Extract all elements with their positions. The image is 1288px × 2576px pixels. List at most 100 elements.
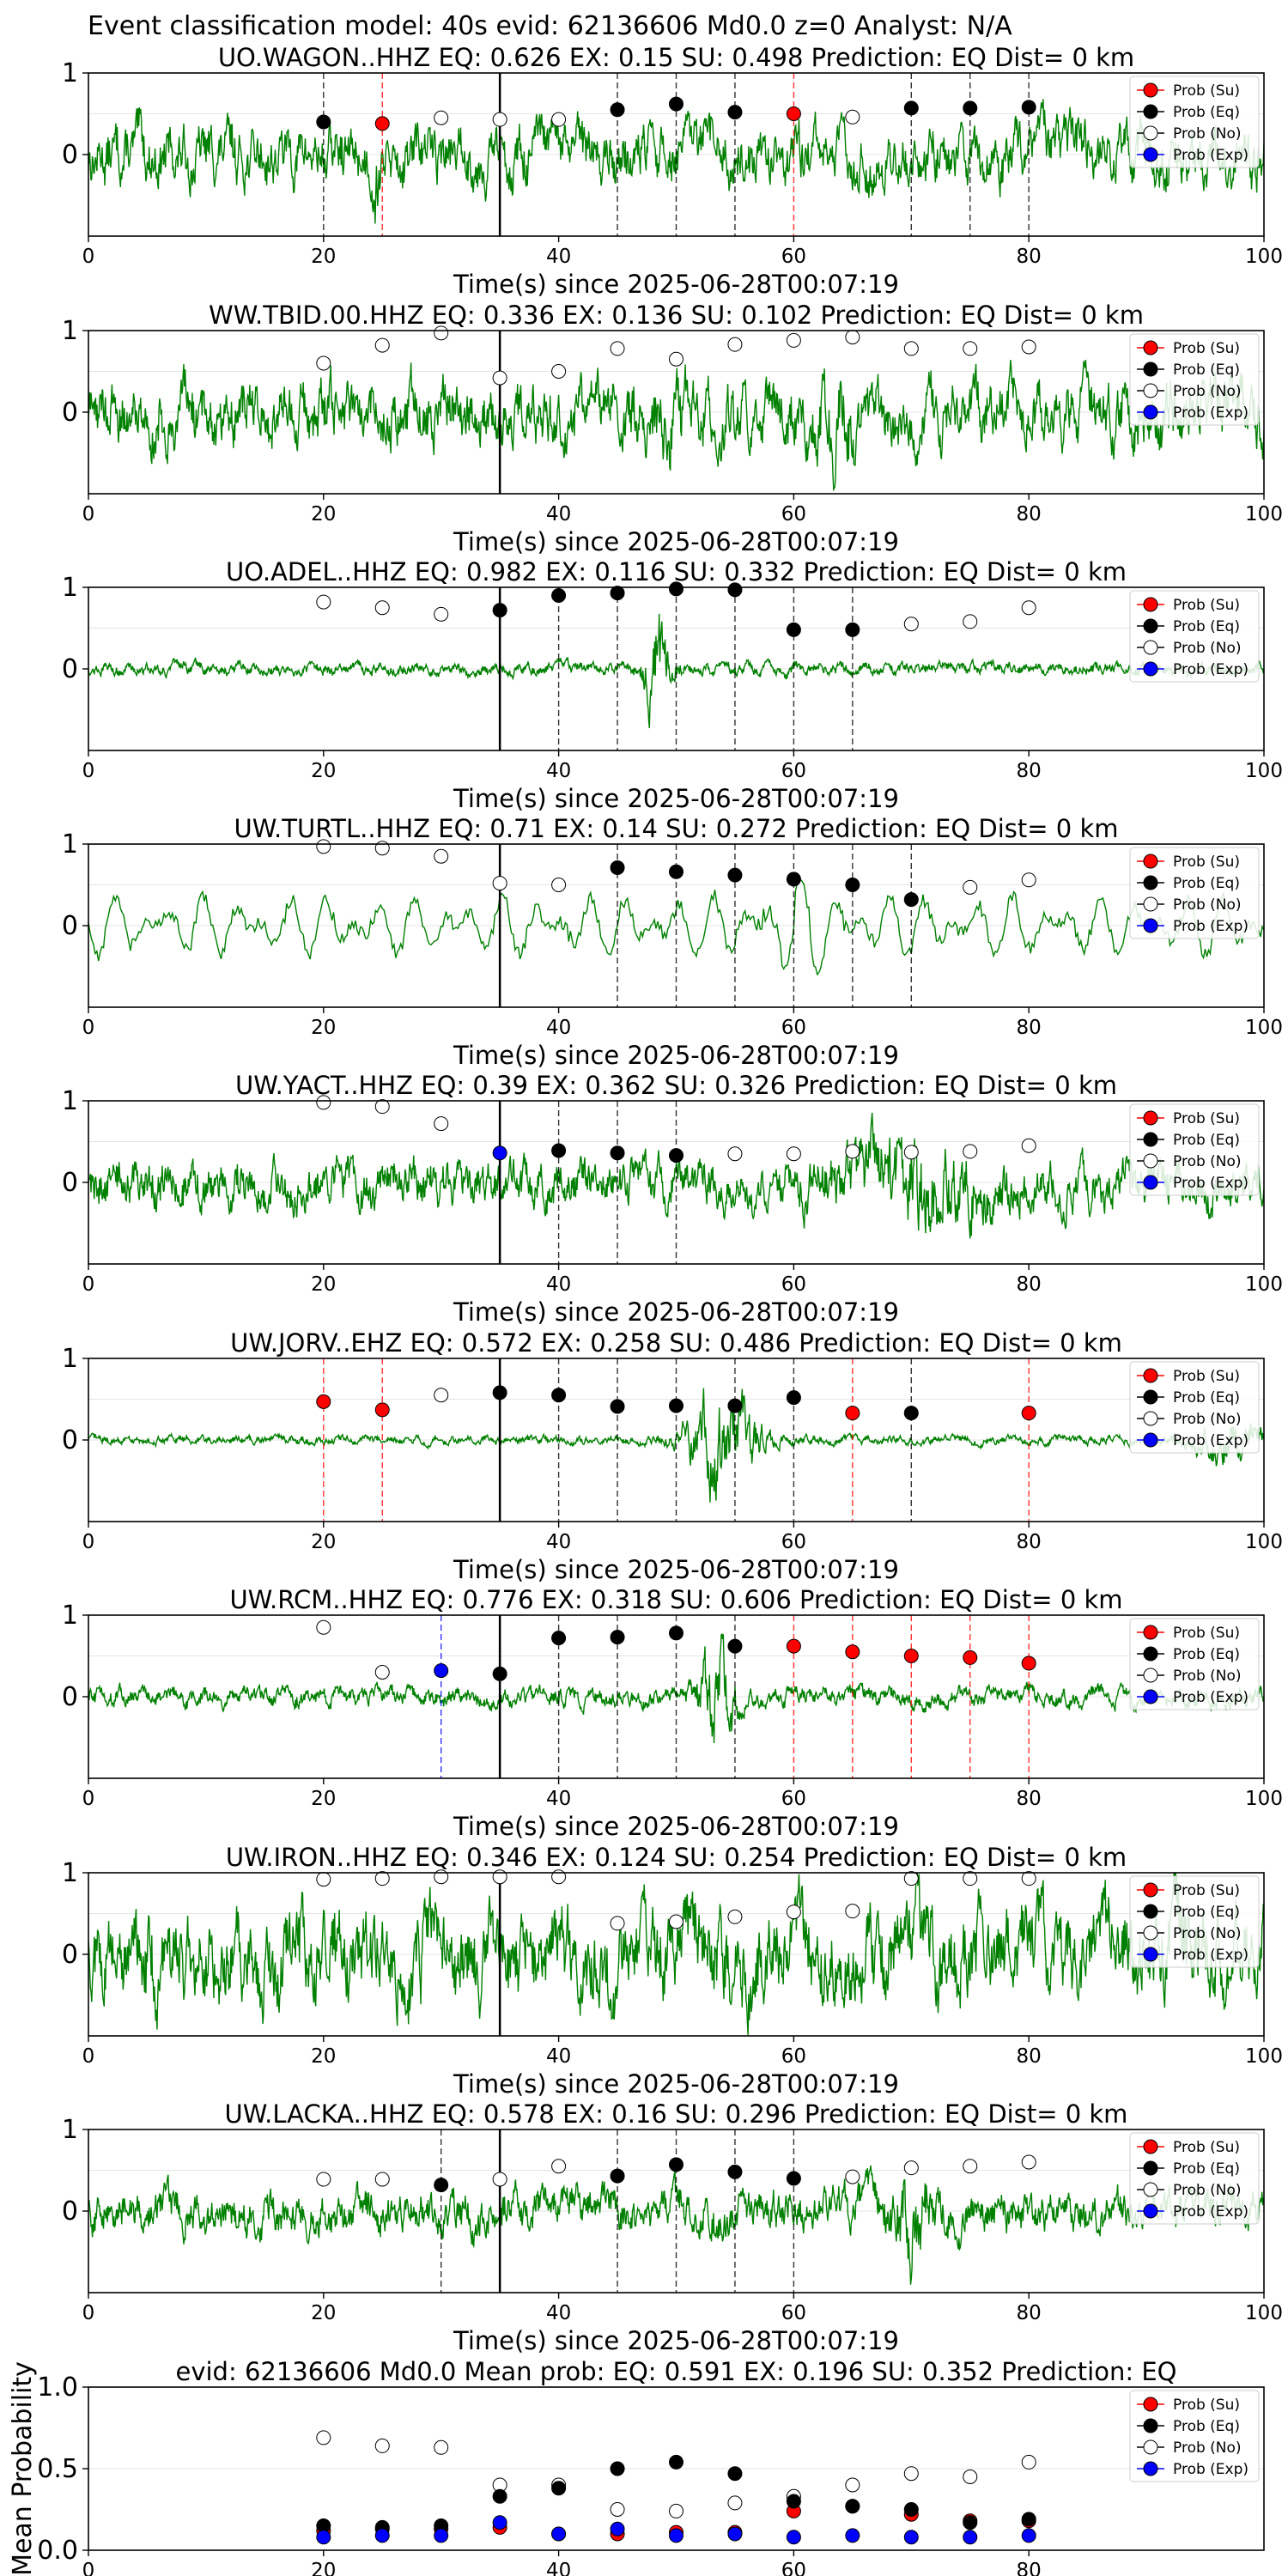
legend: [1129, 2390, 1260, 2482]
legend-marker-eq: [1143, 1132, 1158, 1147]
legend-label-eq: Prob (Eq): [1173, 1646, 1240, 1663]
station-panel-5: UW.YACT..HHZ EQ: 0.39 EX: 0.362 SU: 0.32…: [62, 1071, 1283, 1327]
y-tick-label: 1: [62, 1344, 78, 1374]
legend-label-eq: Prob (Eq): [1173, 1389, 1240, 1406]
x-tick-label: 100: [1245, 760, 1283, 782]
prob-marker-no: [1021, 872, 1036, 888]
legend-label-su: Prob (Su): [1173, 340, 1240, 357]
x-tick-label: 60: [781, 246, 806, 268]
legend-marker-exp: [1143, 661, 1158, 677]
prob-marker-no: [316, 839, 331, 854]
prob-marker-no: [1021, 600, 1036, 616]
legend-label-exp: Prob (Exp): [1173, 918, 1249, 935]
prob-marker-eq: [786, 1390, 801, 1406]
station-panel-7: UW.RCM..HHZ EQ: 0.776 EX: 0.318 SU: 0.60…: [62, 1585, 1283, 1841]
prob-marker-eq: [845, 878, 860, 892]
prob-marker-su: [786, 106, 801, 121]
panel-title: UW.LACKA..HHZ EQ: 0.578 EX: 0.16 SU: 0.2…: [225, 2099, 1128, 2129]
x-tick-label: 80: [1017, 1788, 1042, 1810]
prob-marker-no: [316, 1619, 331, 1635]
x-tick-label: 0: [82, 760, 95, 782]
waveform-trace: [88, 359, 1264, 492]
waveform-trace: [88, 878, 1264, 976]
x-tick-label: 40: [546, 760, 571, 782]
prob-marker-eq: [963, 100, 978, 116]
legend-label-exp: Prob (Exp): [1173, 661, 1249, 678]
prob-marker-eq: [492, 603, 507, 618]
mean-marker-eq: [963, 2515, 978, 2530]
mean-marker-exp: [610, 2521, 625, 2537]
x-axis-label: Time(s) since 2025-06-28T00:07:19: [453, 1297, 899, 1327]
mean-marker-eq: [551, 2481, 567, 2496]
prob-marker-eq: [727, 105, 743, 120]
mean-marker-eq: [845, 2499, 860, 2514]
legend-marker-exp: [1143, 1432, 1158, 1448]
legend: [1129, 1361, 1260, 1454]
prob-marker-no: [903, 341, 919, 356]
x-tick-label: 100: [1245, 1788, 1283, 1810]
station-panel-8: UW.IRON..HHZ EQ: 0.346 EX: 0.124 SU: 0.2…: [62, 1843, 1283, 2099]
panel-title: UO.ADEL..HHZ EQ: 0.982 EX: 0.116 SU: 0.3…: [226, 557, 1127, 586]
x-tick-label: 80: [1017, 1531, 1042, 1553]
x-tick-label: 0: [82, 1273, 95, 1296]
legend-marker-eq: [1143, 618, 1158, 634]
mean-marker-exp: [786, 2530, 801, 2545]
legend-label-su: Prob (Su): [1173, 1110, 1240, 1127]
legend-label-eq: Prob (Eq): [1173, 618, 1240, 635]
prob-marker-no: [374, 1099, 390, 1115]
x-tick-label: 60: [781, 760, 806, 782]
prob-marker-eq: [669, 864, 683, 879]
x-tick-label: 40: [546, 1531, 571, 1553]
legend-marker-eq: [1143, 1904, 1158, 1919]
x-tick-label: 100: [1245, 1531, 1283, 1553]
legend: [1129, 1618, 1260, 1710]
prob-marker-no: [316, 2172, 331, 2187]
prob-marker-no: [1021, 339, 1036, 355]
prob-marker-no: [610, 341, 625, 356]
waveform-trace: [88, 1112, 1264, 1239]
x-tick-label: 80: [1017, 246, 1042, 268]
prob-marker-no: [316, 1095, 331, 1110]
prob-marker-no: [492, 876, 507, 891]
legend-label-exp: Prob (Exp): [1173, 1689, 1249, 1706]
panel-title: WW.TBID.00.HHZ EQ: 0.336 EX: 0.136 SU: 0…: [209, 301, 1144, 330]
legend-label-exp: Prob (Exp): [1173, 1947, 1249, 1964]
legend-marker-exp: [1143, 147, 1158, 162]
x-tick-label: 60: [781, 503, 806, 526]
prob-marker-no: [786, 1146, 801, 1162]
prob-marker-eq: [610, 102, 625, 118]
prob-marker-no: [492, 1869, 507, 1885]
prob-marker-no: [434, 848, 449, 864]
x-tick-label: 20: [311, 1017, 336, 1039]
prob-marker-eq: [727, 1638, 743, 1654]
mean-marker-eq: [903, 2502, 919, 2517]
prob-marker-no: [1021, 1138, 1036, 1153]
mean-marker-exp: [963, 2530, 978, 2545]
x-tick-label: 80: [1017, 503, 1042, 526]
prob-marker-eq: [727, 2164, 743, 2179]
x-tick-label: 40: [546, 2302, 571, 2324]
prob-marker-su: [374, 1402, 390, 1418]
mean-marker-eq: [1021, 2512, 1036, 2527]
prob-marker-no: [434, 1388, 449, 1403]
legend-marker-no: [1143, 896, 1158, 912]
prob-marker-no: [551, 112, 567, 127]
legend-label-no: Prob (No): [1173, 383, 1242, 400]
legend-marker-exp: [1143, 1947, 1158, 1962]
x-tick-label: 0: [82, 246, 95, 268]
prob-marker-eq: [610, 1399, 625, 1414]
prob-marker-no: [963, 2159, 978, 2174]
prob-marker-eq: [786, 872, 801, 887]
legend-marker-no: [1143, 1925, 1158, 1941]
prob-marker-no: [434, 606, 449, 622]
prob-marker-eq: [610, 860, 625, 876]
prob-marker-no: [1021, 2154, 1036, 2170]
prob-marker-no: [963, 879, 978, 895]
prob-marker-su: [845, 1406, 860, 1421]
x-tick-label: 80: [1017, 1273, 1042, 1296]
legend-marker-no: [1143, 383, 1158, 398]
prob-marker-eq: [727, 582, 743, 598]
legend: [1129, 1875, 1260, 1968]
x-tick-label: 40: [546, 2045, 571, 2068]
